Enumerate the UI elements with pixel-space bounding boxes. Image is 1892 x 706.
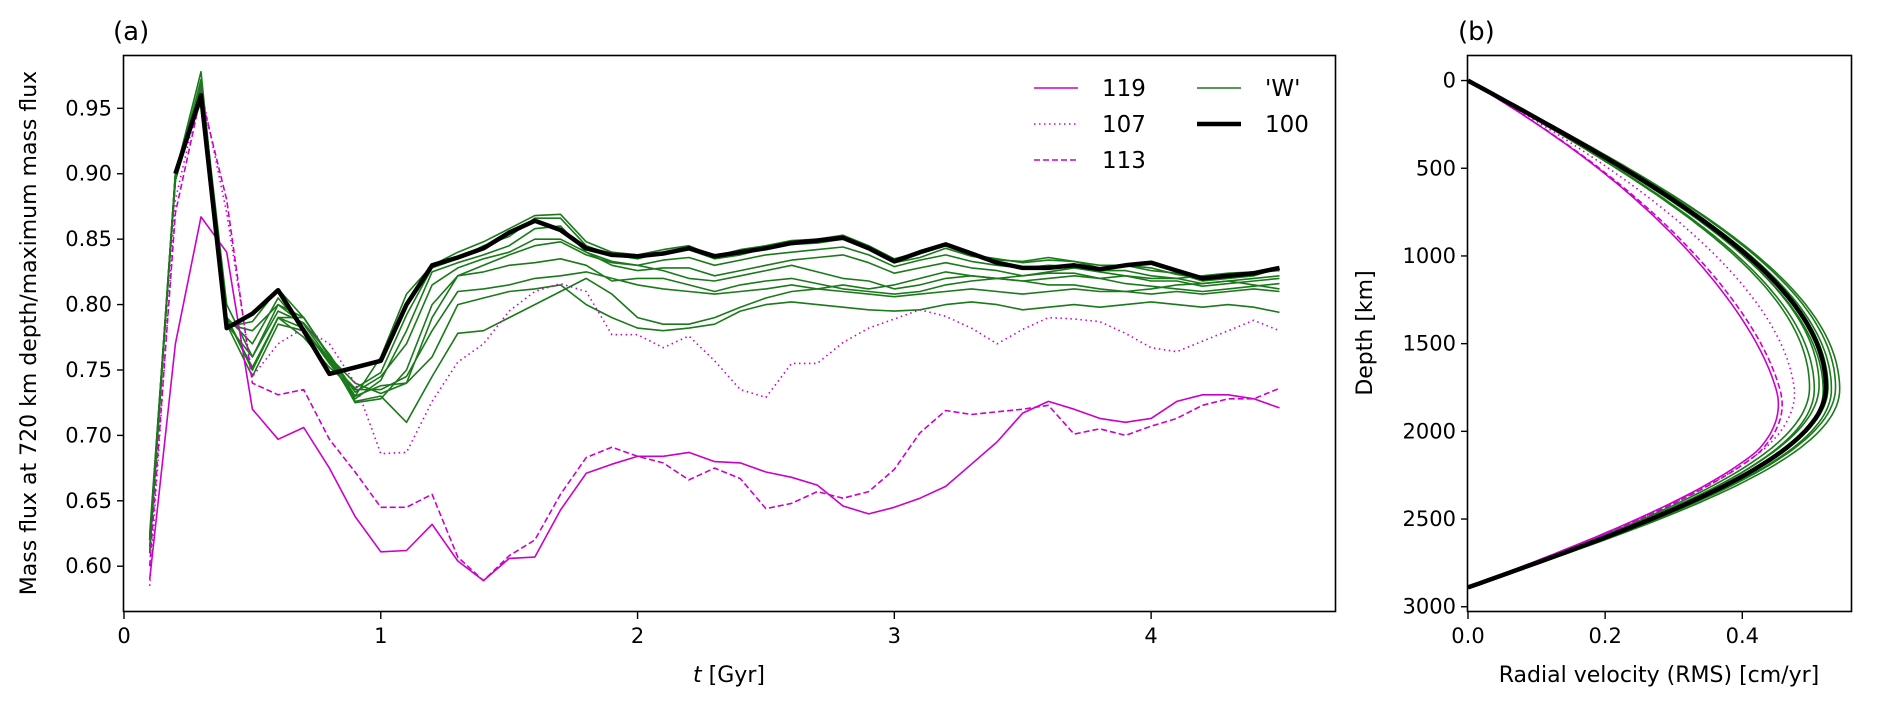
panel-b-ytick-label: 500 bbox=[1416, 156, 1456, 180]
panel-b-xlabel: Radial velocity (RMS) [cm/yr] bbox=[1499, 663, 1819, 688]
panel-a-ytick-label: 0.95 bbox=[65, 96, 112, 120]
panel-b-series-group bbox=[1466, 78, 1841, 590]
panel-b-ytick-label: 1500 bbox=[1403, 332, 1456, 356]
panel-b-series-line-2 bbox=[1467, 79, 1783, 589]
panel-b-ytick-label: 0 bbox=[1443, 69, 1456, 93]
panel-a-xlabel-unit: [Gyr] bbox=[702, 663, 765, 688]
panel-a-series-line-7 bbox=[148, 101, 1280, 541]
legend-label-4: 100 bbox=[1265, 112, 1309, 138]
panel-a-ytick-label: 0.90 bbox=[65, 162, 112, 186]
panel-a-ytick-label: 0.70 bbox=[65, 423, 112, 447]
panel-a-ytick-label: 0.75 bbox=[65, 358, 112, 382]
legend-label-2: 113 bbox=[1102, 148, 1146, 174]
panel-b-ytick-label: 2000 bbox=[1403, 419, 1456, 443]
panel-a-ytick-label: 0.80 bbox=[65, 293, 112, 317]
panel-b-series-line-5 bbox=[1467, 79, 1820, 589]
panel-a-series-line-0 bbox=[148, 216, 1280, 582]
panel-a-xtick-label: 0 bbox=[117, 624, 130, 648]
panel-a-axes-frame bbox=[122, 54, 1337, 613]
panel-b-series-line-0 bbox=[1467, 79, 1780, 589]
panel-a-series-line-11 bbox=[148, 87, 1280, 541]
panel-b-series-line-11 bbox=[1466, 78, 1829, 590]
panel-a-label: (a) bbox=[113, 17, 149, 47]
panel-a-series-line-3 bbox=[148, 70, 1280, 554]
panel-b-axes-frame bbox=[1466, 54, 1853, 613]
panel-a-series-line-1 bbox=[148, 87, 1280, 586]
panel-a-series-line-6 bbox=[148, 94, 1280, 541]
panel-b-series-line-4 bbox=[1467, 79, 1816, 589]
panel-a-ytick-label: 0.85 bbox=[65, 227, 112, 251]
panel-b-ytick-label: 1000 bbox=[1403, 244, 1456, 268]
panel-a-xtick-label: 4 bbox=[1144, 624, 1157, 648]
panel-b-xtick-label: 0.4 bbox=[1726, 624, 1759, 648]
panel-a-series-line-2 bbox=[148, 94, 1280, 582]
panel-b-ytick-label: 2500 bbox=[1403, 507, 1456, 531]
panel-a-xtick-label: 2 bbox=[631, 624, 644, 648]
panel-b-ylabel: Depth [km] bbox=[1353, 270, 1378, 395]
panel-a-ytick-label: 0.65 bbox=[65, 489, 112, 513]
panel-b-series-line-8 bbox=[1467, 79, 1833, 589]
legend-label-0: 119 bbox=[1102, 76, 1146, 102]
panel-b-label: (b) bbox=[1458, 17, 1495, 47]
panel-b: (b) 0.0 0.2 0.4 0 500 1000 1500 2000 2500 3000 Ra… bbox=[1353, 17, 1853, 688]
panel-b-series-line-10 bbox=[1467, 79, 1841, 589]
panel-a: (a) 0 1 2 3 4 0.60 0.65 0.70 0.75 0.80 0.85 0.90 0.9… bbox=[17, 17, 1337, 688]
panel-b-ytick-label: 3000 bbox=[1403, 595, 1456, 619]
panel-a-xtick-label: 3 bbox=[888, 624, 901, 648]
panel-a-series-line-12 bbox=[173, 92, 1280, 377]
panel-a-xtick-label: 1 bbox=[374, 624, 387, 648]
panel-b-xtick-label: 0.2 bbox=[1588, 624, 1621, 648]
panel-b-xtick-label: 0.0 bbox=[1451, 624, 1484, 648]
panel-b-ticks: 0.0 0.2 0.4 0 500 1000 1500 2000 2500 3000 bbox=[1403, 69, 1759, 648]
panel-b-series-line-6 bbox=[1467, 79, 1824, 589]
panel-a-series-group bbox=[148, 70, 1280, 586]
legend-label-1: 107 bbox=[1102, 112, 1146, 138]
panel-a-ylabel: Mass flux at 720 km depth/maximum mass f… bbox=[17, 71, 42, 595]
legend-label-3: 'W' bbox=[1265, 76, 1300, 102]
panel-b-series-line-3 bbox=[1467, 79, 1811, 589]
legend: 119 107 113 'W' 100 bbox=[1034, 76, 1309, 174]
panel-a-xlabel-italic: t bbox=[693, 663, 703, 688]
panel-a-ticks: 0 1 2 3 4 0.60 0.65 0.70 0.75 0.80 0.85 0.90 0.95 bbox=[65, 96, 1158, 648]
panel-b-series-line-7 bbox=[1467, 79, 1829, 589]
panel-b-series-line-9 bbox=[1467, 79, 1837, 589]
panel-b-series-line-1 bbox=[1467, 79, 1796, 589]
panel-a-ytick-label: 0.60 bbox=[65, 554, 112, 578]
panel-a-xlabel: t [Gyr] bbox=[693, 663, 765, 688]
